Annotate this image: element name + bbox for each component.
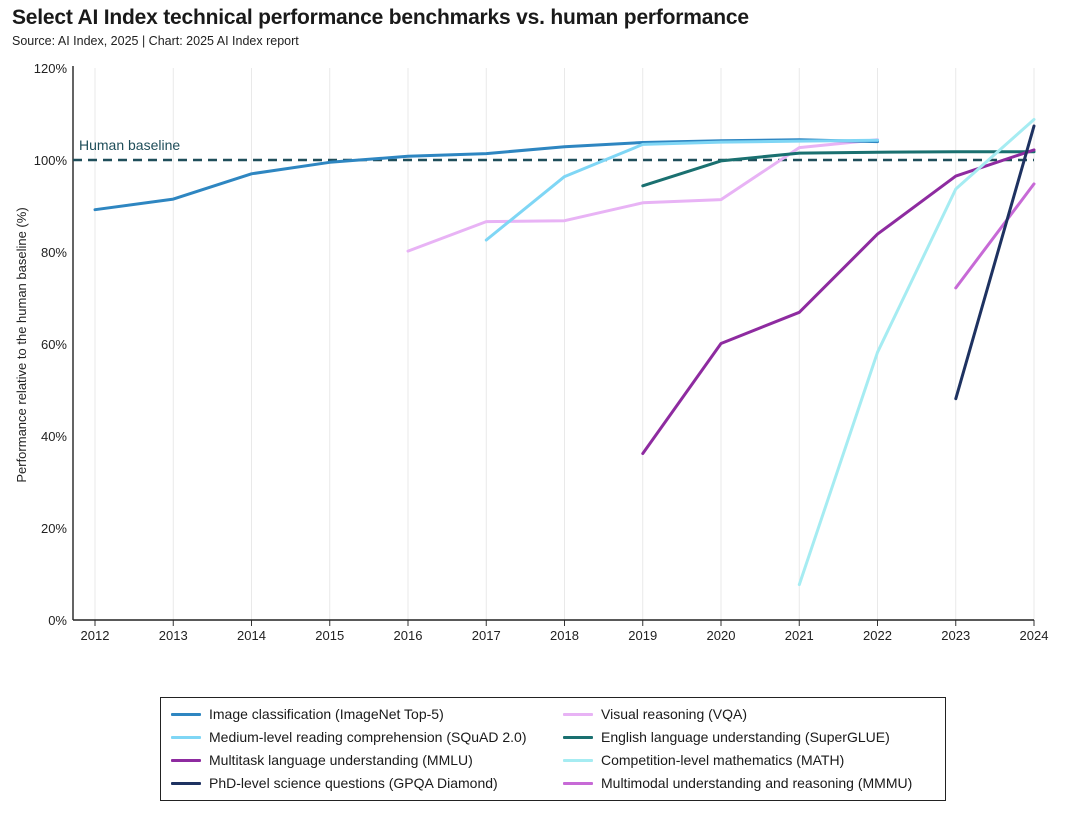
legend-item-2: Medium-level reading comprehension (SQuA… [171,729,526,745]
legend-label: Visual reasoning (VQA) [601,706,748,722]
x-tick-label-2017: 2017 [472,628,501,643]
x-tick-label-2016: 2016 [394,628,423,643]
y-tick-label-40: 40% [41,429,67,444]
axes: 2012 2013 2014 2015 2016 2017 2018 2019 2020 2021… [34,61,1049,643]
x-tick-label-2014: 2014 [237,628,266,643]
x-tick-label-2012: 2012 [81,628,110,643]
x-tick-label-2022: 2022 [863,628,892,643]
y-tick-label-100: 100% [34,153,68,168]
x-tick-label-2018: 2018 [550,628,579,643]
series-line-4 [954,124,1036,401]
series-line-7 [797,118,1036,587]
y-tick-label-0: 0% [48,613,67,628]
series-line-3 [641,148,1036,455]
series-line-2 [484,138,879,242]
x-tick-label-2020: 2020 [707,628,736,643]
y-axis-label: Performance relative to the human baseli… [14,207,29,482]
x-tick-label-2013: 2013 [159,628,188,643]
baseline-label: Human baseline [79,137,180,153]
series-lines [93,118,1036,587]
legend-swatch [563,781,593,785]
chart-subtitle: Source: AI Index, 2025 | Chart: 2025 AI … [12,34,299,48]
legend-label: English language understanding (SuperGLU… [601,729,890,745]
legend-swatch [171,781,201,785]
y-tick-label-60: 60% [41,337,67,352]
legend-label: PhD-level science questions (GPQA Diamon… [209,775,498,791]
legend-swatch [171,735,201,739]
legend-label: Competition-level mathematics (MATH) [601,752,845,768]
x-tick-label-2019: 2019 [628,628,657,643]
legend-item-6: English language understanding (SuperGLU… [563,729,890,745]
legend-item-7: Competition-level mathematics (MATH) [563,752,844,768]
legend-item-8: Multimodal understanding and reasoning (… [563,775,912,791]
legend-swatch [171,758,201,762]
legend-swatch [563,712,593,716]
human-baseline: Human baseline [73,137,1034,162]
x-tick-label-2024: 2024 [1020,628,1049,643]
legend-item-3: Multitask language understanding (MMLU) [171,752,473,768]
legend-swatch [563,735,593,739]
legend-label: Multimodal understanding and reasoning (… [601,775,913,791]
x-tick-label-2021: 2021 [785,628,814,643]
legend: Image classification (ImageNet Top-5) Med… [160,697,946,801]
legend-label: Image classification (ImageNet Top-5) [209,706,444,722]
line-chart: 2012 2013 2014 2015 2016 2017 2018 2019 2020 2021… [14,61,1049,643]
y-tick-label-20: 20% [41,521,67,536]
series-line-8 [954,182,1036,290]
x-tick-label-2023: 2023 [941,628,970,643]
series-line-6 [641,150,1036,188]
legend-item-4: PhD-level science questions (GPQA Diamon… [171,775,498,791]
legend-label: Multitask language understanding (MMLU) [209,752,473,768]
legend-item-1: Image classification (ImageNet Top-5) [171,706,444,722]
legend-label: Medium-level reading comprehension (SQuA… [209,729,527,745]
y-tick-label-120: 120% [34,61,68,76]
legend-swatch [563,758,593,762]
chart-title: Select AI Index technical performance be… [12,6,749,29]
legend-swatch [171,712,201,716]
legend-item-5: Visual reasoning (VQA) [563,706,747,722]
x-tick-label-2015: 2015 [315,628,344,643]
y-tick-label-80: 80% [41,245,67,260]
series-line-5 [406,138,879,253]
